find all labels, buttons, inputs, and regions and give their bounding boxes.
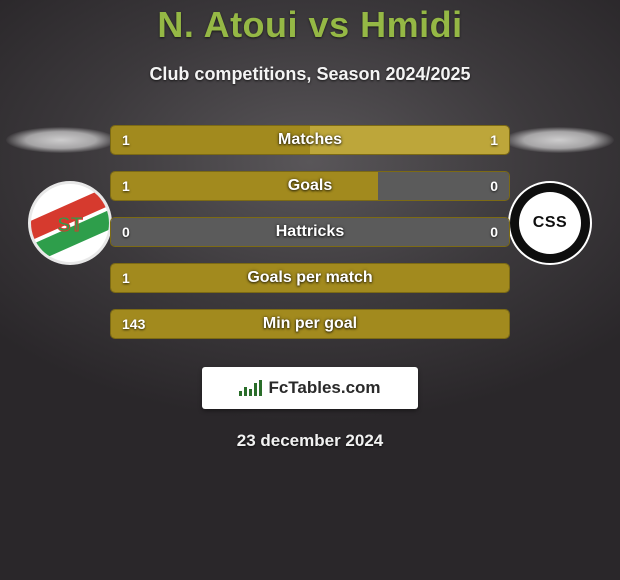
player-shadow-left	[6, 127, 116, 153]
stat-seg-neutral	[378, 172, 509, 200]
stat-row: Matches11	[110, 125, 510, 155]
stat-bar-track	[110, 309, 510, 339]
chart-icon	[239, 380, 262, 396]
stat-row: Goals10	[110, 171, 510, 201]
cs-sfaxien-badge: CSS	[508, 181, 592, 265]
stat-bar-track	[110, 125, 510, 155]
chart-icon-bar	[259, 380, 262, 396]
attribution-text: FcTables.com	[268, 378, 380, 398]
page-title: N. Atoui vs Hmidi	[0, 4, 620, 46]
stat-seg-right	[310, 126, 509, 154]
snapshot-date: 23 december 2024	[0, 431, 620, 451]
stat-row: Hattricks00	[110, 217, 510, 247]
stat-row: Goals per match1	[110, 263, 510, 293]
comparison-infographic: N. Atoui vs Hmidi Club competitions, Sea…	[0, 0, 620, 451]
badge-right-abbrev: CSS	[533, 214, 567, 232]
season-subtitle: Club competitions, Season 2024/2025	[0, 64, 620, 85]
stat-seg-neutral	[111, 218, 509, 246]
chart-icon-bar	[244, 387, 247, 396]
chart-icon-bar	[254, 383, 257, 396]
player-shadow-right	[504, 127, 614, 153]
attribution-badge: FcTables.com	[202, 367, 418, 409]
stat-bar-track	[110, 217, 510, 247]
stat-bars: Matches11 Goals10 Hattricks00 Goals per mat…	[110, 125, 510, 355]
stat-bar-track	[110, 263, 510, 293]
stat-seg-left	[111, 310, 509, 338]
stat-seg-left	[111, 264, 509, 292]
stade-tunisien-badge: ST	[28, 181, 112, 265]
badge-right-inner: CSS	[519, 192, 581, 254]
chart-icon-bar	[239, 391, 242, 396]
badge-left-abbrev: ST	[31, 214, 109, 237]
stat-bar-track	[110, 171, 510, 201]
chart-icon-bar	[249, 389, 252, 396]
stat-seg-left	[111, 172, 378, 200]
stat-seg-left	[111, 126, 310, 154]
stat-row: Min per goal143	[110, 309, 510, 339]
comparison-arena: ST CSS Matches11 Goals10 Hattricks00 Goals …	[0, 125, 620, 355]
